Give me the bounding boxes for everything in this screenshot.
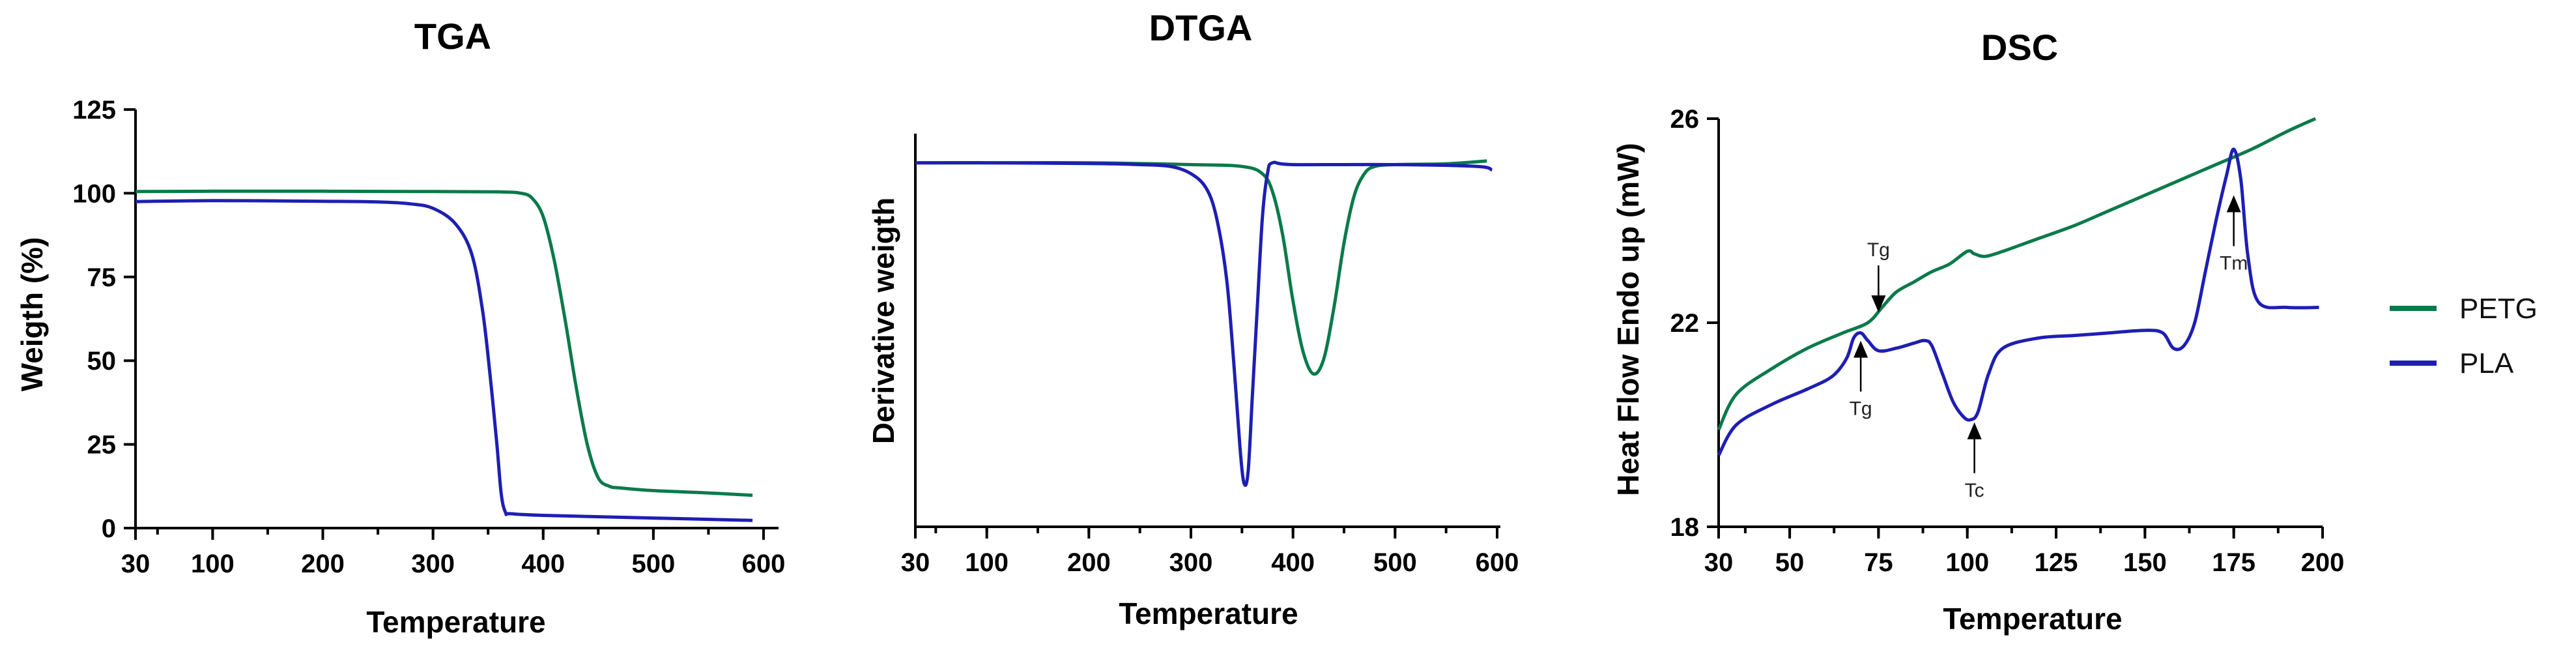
dtga-x-tick-label: 30 xyxy=(901,548,930,577)
tga-y-tick-label: 25 xyxy=(87,431,117,460)
dsc-x-tick-label: 100 xyxy=(1945,548,1989,577)
dsc-x-tick-label: 125 xyxy=(2035,548,2078,577)
tga-y-tick-label: 75 xyxy=(87,263,117,292)
tga-y-tick-label: 125 xyxy=(72,96,116,125)
tga-y-axis-label: Weigth (%) xyxy=(15,237,49,392)
annotation-arrow-head xyxy=(1967,422,1982,439)
annotation-tc: Tc xyxy=(1965,422,1984,501)
dtga-x-axis-label: Temperature xyxy=(1119,597,1298,630)
dtga-series-pla-line xyxy=(915,160,1493,487)
dsc-x-tick-label: 175 xyxy=(2212,548,2255,577)
dsc-series-petg-line xyxy=(1717,117,2317,431)
tga-x-tick-label: 600 xyxy=(742,550,786,578)
tga-series-petg-line xyxy=(135,189,753,497)
tga-title: TGA xyxy=(414,16,491,57)
annotation-arrow-head xyxy=(1871,295,1886,313)
annotation-label: Tg xyxy=(1867,239,1890,261)
tga-x-tick-label: 200 xyxy=(301,550,345,578)
tga-panel: TGA Weigth (%) Temperature 30 100 200 300 40… xyxy=(15,16,785,639)
dtga-x-tick-label: 600 xyxy=(1476,548,1519,577)
annotation-label: Tm xyxy=(2220,253,2248,274)
legend-label-petg: PETG xyxy=(2459,293,2538,325)
dtga-panel: DTGA Derivative weigth Temperature 30 100… xyxy=(866,7,1519,630)
dsc-y-tick-label: 26 xyxy=(1670,105,1700,134)
dsc-x-tick-label: 30 xyxy=(1704,548,1734,577)
dtga-lines xyxy=(915,159,1493,487)
tga-y-tick-label: 50 xyxy=(87,347,117,376)
annotation-label: Tg xyxy=(1850,398,1872,420)
dtga-x-tick-label: 200 xyxy=(1067,548,1111,577)
tga-x-tick-label: 500 xyxy=(632,550,676,578)
legend: PETG PLA xyxy=(2390,293,2538,379)
annotation-arrow-head xyxy=(1853,340,1868,358)
tga-series-pla-line xyxy=(135,199,753,522)
tga-x-tick-label: 400 xyxy=(521,550,565,578)
annotation-arrow-head xyxy=(2226,195,2241,213)
dsc-x-tick-label: 75 xyxy=(1864,548,1893,577)
annotation-label: Tc xyxy=(1965,480,1984,501)
tga-x-axis-label: Temperature xyxy=(366,605,545,639)
annotation-tg: Tg xyxy=(1850,340,1872,420)
dsc-x-tick-label: 150 xyxy=(2123,548,2167,577)
annotation-tm: Tm xyxy=(2220,195,2248,274)
dtga-x-tick-label: 500 xyxy=(1373,548,1417,577)
dsc-x-tick-label: 200 xyxy=(2301,548,2345,577)
dsc-annotations: Tg Tg Tc Tm xyxy=(1850,195,2248,501)
tga-x-tick-label: 300 xyxy=(411,550,455,578)
dtga-ticks: 30 100 200 300 400 500 600 xyxy=(901,527,1519,577)
dtga-y-axis-label: Derivative weigth xyxy=(866,198,900,444)
dsc-y-axis-label: Heat Flow Endo up (mW) xyxy=(1611,143,1645,496)
dtga-series-petg-line xyxy=(915,159,1487,376)
tga-ticks: 30 100 200 300 400 500 600 0 25 50 75 100 125 xyxy=(72,96,785,578)
tga-y-tick-label: 0 xyxy=(102,514,116,543)
dsc-y-tick-label: 18 xyxy=(1670,513,1700,542)
dtga-x-tick-label: 100 xyxy=(965,548,1009,577)
dsc-title: DSC xyxy=(1981,27,2058,68)
dsc-x-tick-label: 50 xyxy=(1775,548,1805,577)
tga-y-tick-label: 100 xyxy=(72,179,116,208)
dsc-series-pla-line xyxy=(1717,147,2319,456)
annotation-tg: Tg xyxy=(1867,239,1890,313)
dtga-x-tick-label: 400 xyxy=(1271,548,1315,577)
tga-x-tick-label: 100 xyxy=(191,550,235,578)
dsc-lines xyxy=(1717,117,2319,456)
tga-x-tick-label: 30 xyxy=(121,550,150,578)
dtga-x-tick-label: 300 xyxy=(1169,548,1213,577)
dsc-x-axis-label: Temperature xyxy=(1943,602,2122,636)
tga-lines xyxy=(135,189,753,522)
dsc-y-tick-label: 22 xyxy=(1670,309,1700,338)
legend-label-pla: PLA xyxy=(2459,347,2514,379)
dsc-ticks: 30 50 75 100 125 150 175 200 18 22 26 xyxy=(1670,105,2345,577)
dsc-panel: DSC Heat Flow Endo up (mW) Temperature 3… xyxy=(1611,27,2344,636)
dtga-title: DTGA xyxy=(1149,7,1253,48)
